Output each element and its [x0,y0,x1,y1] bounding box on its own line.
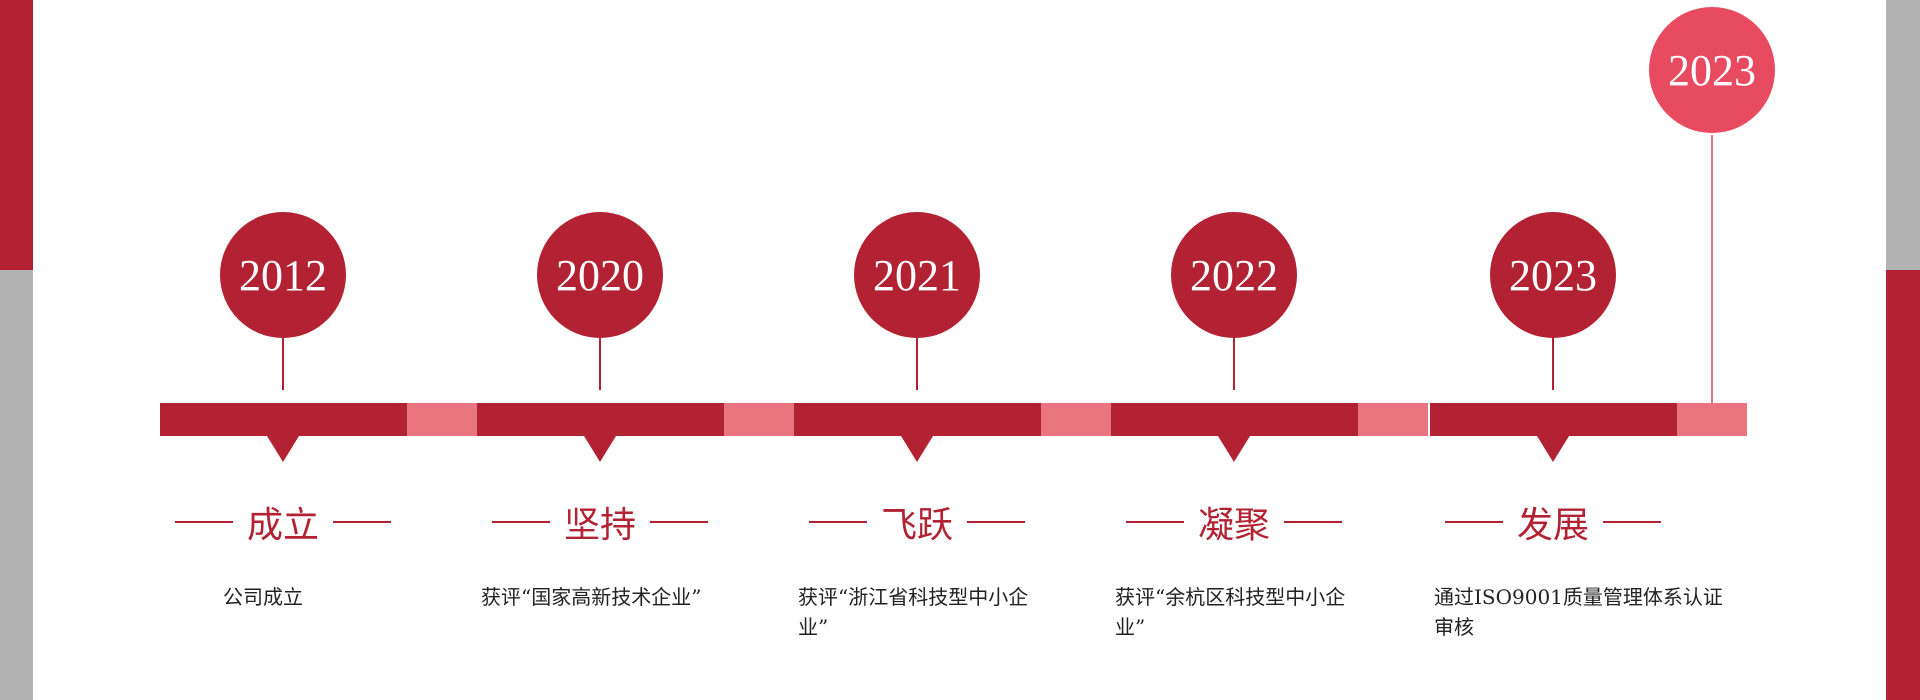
milestone-title: 发展 [1433,496,1673,548]
pointer-triangle [267,436,299,462]
year-label: 2022 [1190,250,1278,300]
year-label: 2012 [239,250,327,300]
future-year-circle: 2023 [1649,7,1775,133]
timeline-segment [1111,403,1358,436]
year-circle: 2021 [854,212,980,338]
year-circle: 2023 [1490,212,1616,338]
title-text: 发展 [1516,505,1589,546]
left-side-bar-gray [0,270,33,700]
timeline-connector [1358,403,1428,436]
milestone-title: 飞跃 [797,496,1037,548]
year-label: 2023 [1668,45,1756,95]
timeline-segment [160,403,407,436]
year-circle: 2012 [220,212,346,338]
timeline-segment [1430,403,1677,436]
title-text: 成立 [246,505,319,546]
title-dash-right [333,521,391,523]
title-dash-right [650,521,708,523]
milestone-title: 坚持 [480,496,720,548]
milestone-description: 获评“浙江省科技型中小企业” [798,585,1029,639]
year-circle: 2022 [1171,212,1297,338]
pointer-triangle [901,436,933,462]
year-stem [916,338,918,390]
pointer-triangle [1218,436,1250,462]
year-stem [1552,338,1554,390]
future-stem [1711,135,1713,403]
year-stem [599,338,601,390]
title-dash-right [1284,521,1342,523]
title-dash-left [491,521,550,523]
title-dash-left [1125,521,1184,523]
title-dash-right [1603,521,1661,523]
timeline-connector [1677,403,1747,436]
timeline-segment [477,403,724,436]
title-text: 坚持 [563,505,636,546]
year-label: 2023 [1509,250,1597,300]
right-side-bar-gray [1886,0,1920,270]
timeline-connector [407,403,477,436]
year-label: 2020 [556,250,644,300]
year-stem [1233,338,1235,390]
title-dash-right [967,521,1025,523]
milestone-description: 获评“国家高新技术企业” [481,585,702,609]
timeline-connector [1041,403,1111,436]
milestone-description: 获评“余杭区科技型中小企业” [1115,585,1346,639]
left-side-bar-red [0,0,33,270]
year-circle: 2020 [537,212,663,338]
title-text: 飞跃 [880,505,953,546]
right-side-bar-red [1886,270,1920,700]
milestone-description: 通过ISO9001质量管理体系认证审核 [1434,585,1723,639]
milestone-description: 公司成立 [223,585,303,609]
title-text: 凝聚 [1197,505,1270,546]
title-dash-left [1444,521,1503,523]
pointer-triangle [584,436,616,462]
title-dash-left [174,521,233,523]
year-label: 2021 [873,250,961,300]
timeline-connector [724,403,794,436]
milestone-title: 凝聚 [1114,496,1354,548]
pointer-triangle [1537,436,1569,462]
title-dash-left [808,521,867,523]
timeline-segment [794,403,1041,436]
milestone-title: 成立 [163,496,403,548]
year-stem [282,338,284,390]
